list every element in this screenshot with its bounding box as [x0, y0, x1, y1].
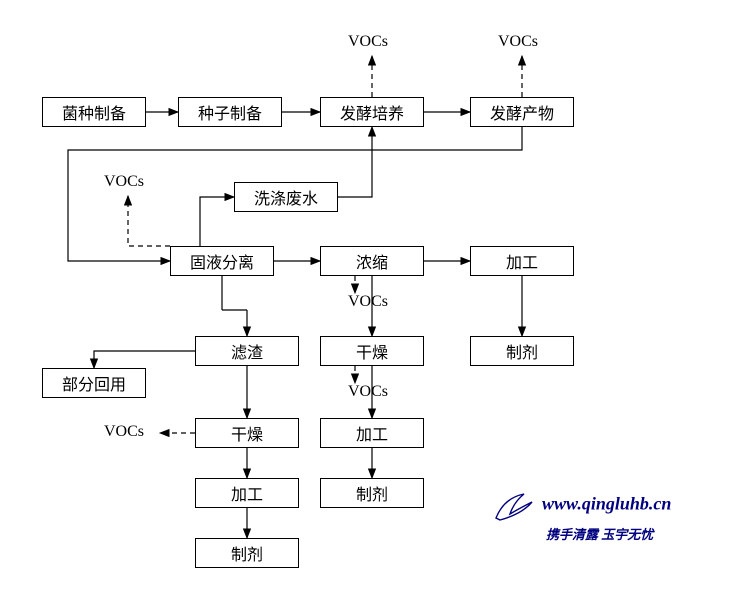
voc-label-5: VOCs [348, 383, 388, 401]
node-label: 制剂 [356, 481, 388, 505]
voc-text: VOCs [348, 33, 388, 50]
node-dry-2: 干燥 [195, 418, 299, 448]
node-label: 制剂 [231, 541, 263, 565]
node-recycle: 部分回用 [42, 368, 146, 398]
node-process-2: 加工 [320, 418, 424, 448]
node-wash-water: 洗涤废水 [234, 182, 338, 212]
node-seed-prep: 种子制备 [178, 97, 282, 127]
voc-text: VOCs [348, 293, 388, 310]
node-label: 菌种制备 [62, 100, 126, 124]
node-label: 发酵培养 [340, 100, 404, 124]
voc-text: VOCs [498, 33, 538, 50]
voc-label-1: VOCs [348, 33, 388, 51]
node-residue: 滤渣 [195, 336, 299, 366]
node-dry-1: 干燥 [320, 336, 424, 366]
node-solid-liquid: 固液分离 [170, 246, 274, 276]
node-formulation-2: 制剂 [320, 478, 424, 508]
node-label: 种子制备 [198, 100, 262, 124]
node-label: 干燥 [231, 421, 263, 445]
node-concentrate: 浓缩 [320, 246, 424, 276]
node-label: 滤渣 [231, 339, 263, 363]
node-formulation-3: 制剂 [195, 538, 299, 568]
watermark-logo: www.qingluhb.cn 携手清露 玉宇无忧 [490, 488, 671, 544]
node-formulation-1: 制剂 [470, 336, 574, 366]
voc-label-3: VOCs [104, 173, 144, 191]
voc-label-4: VOCs [348, 293, 388, 311]
node-fermentation: 发酵培养 [320, 97, 424, 127]
node-process-1: 加工 [470, 246, 574, 276]
node-label: 浓缩 [356, 249, 388, 273]
node-label: 发酵产物 [490, 100, 554, 124]
node-label: 洗涤废水 [254, 185, 318, 209]
voc-label-2: VOCs [498, 33, 538, 51]
voc-label-6: VOCs [104, 423, 144, 441]
logo-tagline: 携手清露 玉宇无忧 [546, 527, 653, 542]
node-ferment-product: 发酵产物 [470, 97, 574, 127]
logo-url: www.qingluhb.cn [542, 494, 671, 514]
node-label: 加工 [356, 421, 388, 445]
node-label: 干燥 [356, 339, 388, 363]
node-process-3: 加工 [195, 478, 299, 508]
node-label: 制剂 [506, 339, 538, 363]
node-label: 固液分离 [190, 249, 254, 273]
node-label: 部分回用 [62, 371, 126, 395]
voc-text: VOCs [348, 383, 388, 400]
voc-text: VOCs [104, 423, 144, 440]
node-label: 加工 [231, 481, 263, 505]
voc-text: VOCs [104, 173, 144, 190]
node-label: 加工 [506, 249, 538, 273]
node-strain-prep: 菌种制备 [42, 97, 146, 127]
